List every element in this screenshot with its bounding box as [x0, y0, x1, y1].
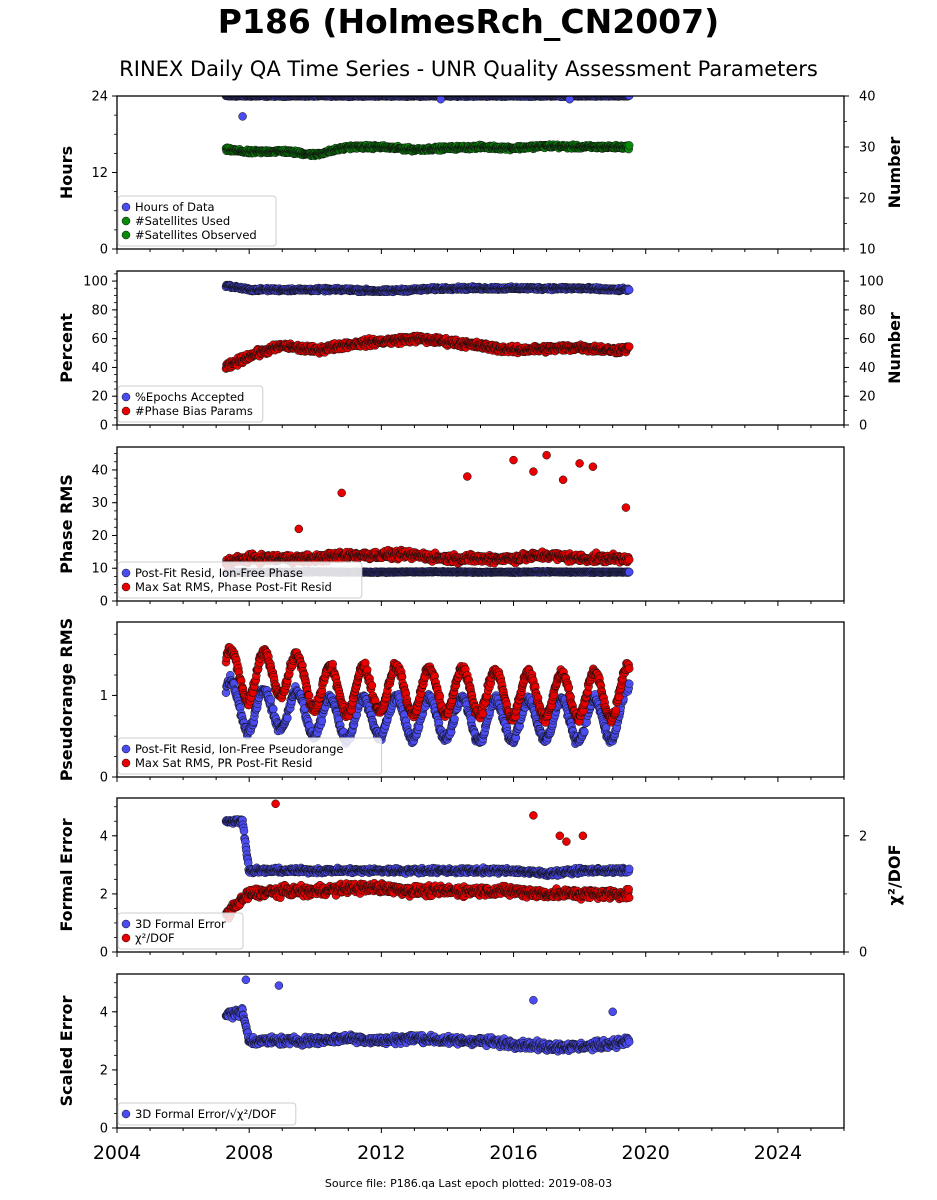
legend-marker — [121, 202, 131, 212]
y-tick-label: 80 — [91, 303, 108, 318]
legend-box — [117, 195, 277, 247]
data-points — [221, 280, 634, 373]
y2-tick-label: 30 — [859, 141, 876, 156]
legend-marker — [121, 216, 131, 226]
y-tick-label: 20 — [91, 390, 108, 405]
y2-tick-label: 20 — [859, 192, 876, 207]
y-axis-left: 0 12 24 Hours — [57, 90, 117, 258]
x-ticks — [116, 425, 845, 430]
y-tick-label: 100 — [83, 275, 108, 290]
y-axis-right: 10 20 30 40 Number — [844, 90, 904, 258]
y2-tick-label: 20 — [859, 390, 876, 405]
y-axis-left: 0 20 40 60 80 100 Percent — [57, 273, 117, 434]
page-title: P186 (HolmesRch_CN2007) — [217, 2, 720, 41]
data-points — [221, 450, 634, 578]
outlier-point — [565, 96, 574, 104]
data-point — [624, 567, 634, 577]
y-axis-right: 0 20 40 60 80 100 Number — [844, 275, 904, 434]
y-tick-label: 40 — [91, 361, 108, 376]
data-point — [624, 285, 634, 295]
y-axis-label: Percent — [57, 313, 76, 383]
legend-marker — [121, 406, 131, 416]
legend-label: #Satellites Used — [135, 214, 230, 228]
y2-axis-label: Number — [885, 137, 904, 209]
series-1 — [221, 96, 634, 121]
y-tick-label: 0 — [100, 243, 108, 258]
outlier-point — [238, 112, 247, 121]
legend-label: #Phase Bias Params — [135, 404, 253, 418]
y2-tick-label: 10 — [859, 243, 876, 258]
legend-marker — [121, 392, 131, 402]
legend: Hours of Data#Satellites Used#Satellites… — [117, 195, 277, 247]
y2-tick-label: 60 — [859, 332, 876, 347]
data-point — [624, 96, 634, 101]
legend-marker — [121, 230, 131, 240]
y-tick-label: 0 — [100, 419, 108, 434]
y2-tick-label: 0 — [859, 419, 867, 434]
y-tick-label: 12 — [91, 166, 108, 181]
y2-tick-label: 40 — [859, 90, 876, 105]
page-subtitle: RINEX Daily QA Time Series - UNR Quality… — [119, 57, 818, 81]
panel-2: 0 20 40 60 80 100 Percent 0 20 40 60 80 100 Number %Ep… — [57, 270, 904, 434]
legend-label: %Epochs Accepted — [135, 390, 244, 404]
data-point — [624, 342, 634, 351]
legend-label: Hours of Data — [135, 200, 215, 214]
y-axis-label: Hours — [57, 146, 76, 199]
outlier-point — [436, 96, 446, 104]
y2-axis-label: Number — [885, 312, 904, 384]
legend: %Epochs Accepted#Phase Bias Params — [117, 385, 264, 423]
y-tick-label: 24 — [91, 90, 108, 105]
y-tick-label: 60 — [91, 332, 108, 347]
series-2 — [221, 331, 634, 373]
x-ticks — [116, 249, 845, 254]
data-points — [221, 96, 634, 161]
y2-tick-label: 100 — [859, 275, 884, 290]
data-point — [624, 141, 634, 150]
series-2 — [221, 140, 634, 161]
y2-tick-label: 40 — [859, 361, 876, 376]
series-2 — [221, 450, 634, 570]
series-1 — [221, 280, 634, 297]
y2-tick-label: 80 — [859, 303, 876, 318]
legend-label: #Satellites Observed — [135, 228, 257, 242]
